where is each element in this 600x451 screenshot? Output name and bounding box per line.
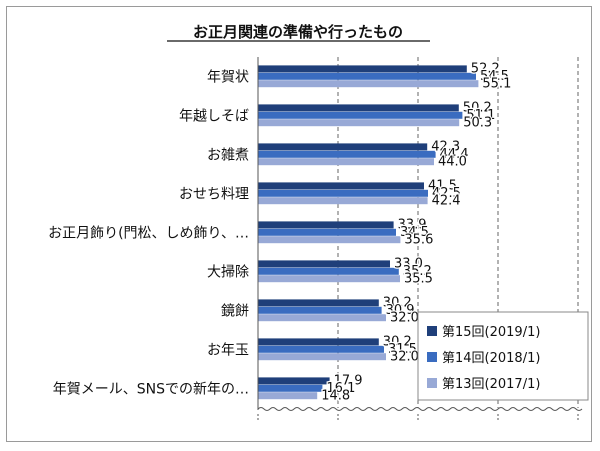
bar [258, 119, 460, 127]
category-label: 年賀状 [207, 70, 249, 86]
bar [258, 189, 428, 197]
bar [258, 80, 479, 88]
bar [258, 260, 390, 268]
category-label: お年玉 [207, 343, 249, 359]
bar [258, 111, 463, 119]
legend-swatch [427, 352, 437, 362]
bar [258, 384, 323, 392]
data-label: 50.2 [463, 101, 492, 116]
legend-box [417, 311, 589, 401]
data-label: 42.4 [432, 193, 461, 208]
legend-swatch [427, 378, 437, 388]
data-label: 42.5 [432, 186, 461, 201]
bar [258, 197, 428, 205]
category-label: お正月飾り(門松、しめ飾り、… [48, 226, 249, 242]
legend-label: 第13回(2017/1) [442, 377, 540, 392]
axis-group [257, 57, 583, 421]
data-label: 30.9 [386, 303, 415, 318]
bar [258, 299, 379, 307]
bar [258, 72, 476, 80]
bar [258, 150, 436, 158]
data-label: 34.5 [400, 225, 429, 240]
data-label: 55.1 [482, 76, 511, 91]
category-label: 大掃除 [207, 264, 249, 281]
data-label: 32.0 [390, 310, 419, 325]
data-label: 33.9 [398, 218, 427, 233]
data-label: 33.0 [394, 257, 423, 272]
bar [258, 104, 459, 112]
chart-title: お正月関連の準備や行ったもの [193, 23, 403, 41]
bars-group [258, 65, 479, 400]
bar [258, 143, 428, 151]
data-label: 14.8 [321, 388, 350, 403]
data-label: 54.5 [480, 69, 509, 84]
category-label: 年越しそば [179, 109, 249, 125]
data-label: 30.2 [383, 296, 412, 311]
bar [258, 275, 400, 283]
bar [258, 182, 424, 190]
bar [258, 306, 382, 314]
bar [258, 221, 394, 229]
bar [258, 392, 318, 400]
data-label: 52.2 [471, 62, 500, 77]
category-label: 鏡餅 [221, 303, 249, 320]
bar [258, 377, 330, 385]
legend-swatch [427, 326, 437, 336]
data-label: 41.5 [428, 179, 457, 194]
bar [258, 236, 401, 244]
category-label: おせち料理 [179, 187, 249, 203]
data-label: 51.1 [466, 108, 495, 123]
value-labels: 52.254.555.1 50.251.150.342.344.444.0 41.5… [320, 60, 513, 404]
bar [258, 267, 399, 275]
data-label: 35.5 [404, 271, 433, 286]
data-label: 44.0 [438, 154, 467, 169]
bar [258, 65, 467, 73]
data-label: 30.2 [383, 335, 412, 350]
bar [258, 228, 396, 236]
category-label: 年賀メール、SNSでの新年の… [53, 382, 249, 398]
bar [258, 338, 379, 346]
data-label: 31.5 [388, 342, 417, 357]
data-label: 17.9 [334, 374, 363, 389]
data-label: 32.0 [390, 349, 419, 364]
bar [258, 353, 386, 361]
legend: 第15回(2019/1) 第14回(2018/1) 第13回(2017/1) [417, 311, 589, 401]
data-label: 50.3 [463, 115, 492, 130]
bar [258, 314, 386, 322]
data-label: 35.6 [404, 232, 433, 247]
legend-label: 第14回(2018/1) [442, 351, 540, 366]
data-label: 35.2 [403, 264, 432, 279]
bar [258, 158, 434, 166]
bar [258, 345, 384, 353]
axis-break-line [257, 407, 583, 411]
data-label: 42.3 [431, 140, 460, 155]
data-label: 16.1 [326, 381, 355, 396]
category-label: お雑煮 [207, 148, 249, 164]
legend-label: 第15回(2019/1) [442, 325, 540, 340]
data-label: 44.4 [440, 147, 469, 162]
